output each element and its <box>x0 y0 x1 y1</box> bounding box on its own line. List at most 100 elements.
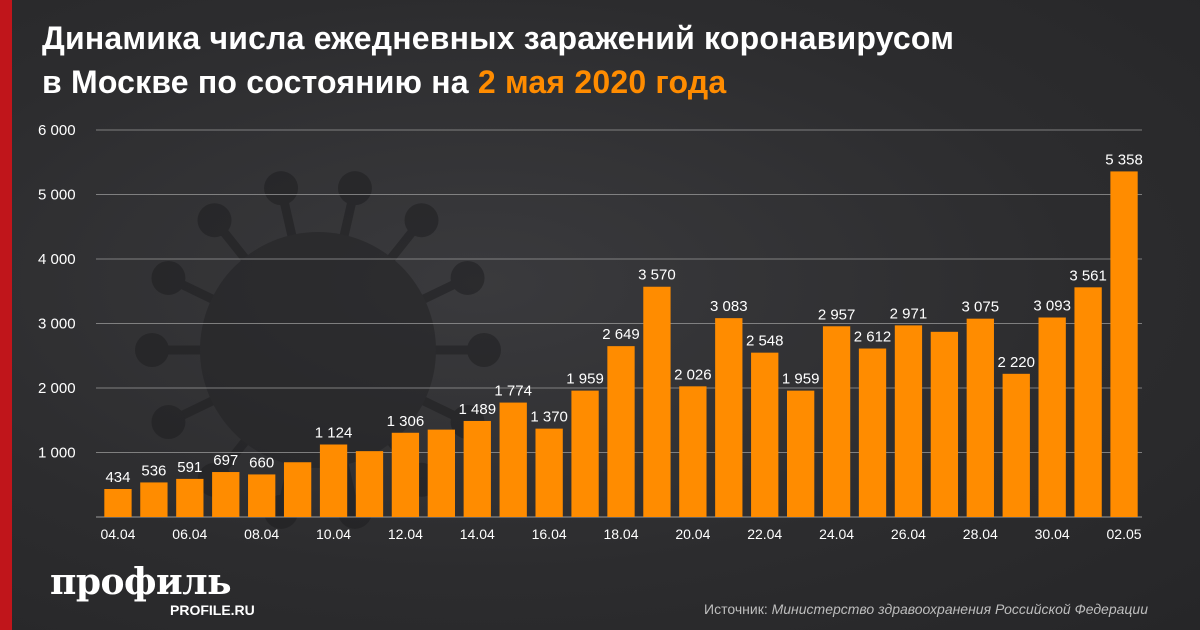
bar <box>212 472 240 517</box>
data-label: 591 <box>177 459 202 476</box>
bar <box>858 348 887 517</box>
data-label: 1 489 <box>459 401 497 418</box>
data-label: 660 <box>249 454 274 471</box>
bar <box>930 331 959 517</box>
title-line-1: Динамика числа ежедневных заражений коро… <box>42 20 955 56</box>
data-label: 1 306 <box>387 413 425 430</box>
virus-spike-head <box>450 260 485 295</box>
data-label: 3 561 <box>1069 267 1107 284</box>
data-label: 536 <box>141 462 166 479</box>
bar <box>535 428 563 517</box>
x-tick-label: 30.04 <box>1035 526 1070 542</box>
page-title: Динамика числа ежедневных заражений коро… <box>42 16 1182 104</box>
virus-body <box>200 232 436 468</box>
accent-side-bar <box>0 0 12 630</box>
x-tick-label: 12.04 <box>388 526 423 542</box>
source-note: Источник: Министерство здравоохранения Р… <box>704 600 1148 618</box>
x-axis: 04.04 06.04 08.04 10.04 12.04 14.04 16.04 18.04… <box>100 526 1141 542</box>
data-label: 2 220 <box>997 354 1035 371</box>
x-tick-label: 14.04 <box>460 526 495 542</box>
virus-spike-head <box>151 260 186 295</box>
data-label: 2 548 <box>746 333 784 350</box>
bar <box>1074 287 1102 517</box>
y-tick-label: 6 000 <box>38 122 76 139</box>
bar <box>140 482 168 517</box>
bar <box>248 474 276 517</box>
bar <box>751 352 779 517</box>
data-label: 2 971 <box>890 305 928 322</box>
x-tick-label: 08.04 <box>244 526 279 542</box>
brand-url: PROFILE.RU <box>170 602 255 618</box>
y-tick-label: 1 000 <box>38 445 76 462</box>
data-label: 5 358 <box>1105 151 1143 168</box>
bar <box>355 451 384 517</box>
bar <box>427 429 455 517</box>
brand-name: профиль <box>50 561 232 603</box>
y-tick-label: 3 000 <box>38 316 76 333</box>
data-label: 1 774 <box>494 383 532 400</box>
data-label: 1 959 <box>782 371 820 388</box>
bar <box>499 402 527 517</box>
virus-spike-head <box>197 203 232 238</box>
title-line-2-prefix: в Москве по состоянию на <box>42 64 478 100</box>
bar <box>319 444 348 517</box>
data-label: 2 612 <box>854 329 892 346</box>
data-label: 2 957 <box>818 306 856 323</box>
bar <box>607 346 635 517</box>
bar <box>787 390 815 517</box>
bar <box>894 325 923 517</box>
bar <box>463 420 491 517</box>
y-tick-label: 5 000 <box>38 187 76 204</box>
virus-spike-head <box>151 405 186 440</box>
x-tick-label: 16.04 <box>532 526 567 542</box>
y-tick-label: 2 000 <box>38 380 76 397</box>
data-label: 3 075 <box>962 299 1000 316</box>
data-label: 1 959 <box>566 371 604 388</box>
virus-spike-head <box>264 171 299 206</box>
bars <box>104 171 1138 517</box>
bar <box>1002 373 1030 517</box>
data-label: 1 370 <box>530 409 568 426</box>
bar <box>643 286 671 517</box>
data-label: 2 649 <box>602 326 640 343</box>
data-label: 2 026 <box>674 366 712 383</box>
data-label: 434 <box>105 469 130 486</box>
title-date-highlight: 2 мая 2020 года <box>477 64 727 100</box>
source-text: Министерство здравоохранения Российской … <box>771 601 1148 617</box>
x-tick-label: 10.04 <box>316 526 351 542</box>
bar <box>1038 317 1066 517</box>
virus-spike-head <box>337 171 372 206</box>
x-tick-label: 24.04 <box>819 526 854 542</box>
bar <box>391 432 420 517</box>
bar <box>176 478 204 517</box>
bar <box>715 318 743 517</box>
x-tick-label: 02.05 <box>1107 526 1142 542</box>
virus-spike-head <box>467 333 501 367</box>
data-label: 3 083 <box>710 298 748 315</box>
bar <box>679 386 707 517</box>
bar <box>1110 171 1138 517</box>
x-tick-label: 22.04 <box>747 526 782 542</box>
x-tick-label: 28.04 <box>963 526 998 542</box>
virus-spike-head <box>404 203 439 238</box>
data-label: 697 <box>213 452 238 469</box>
x-tick-label: 06.04 <box>172 526 207 542</box>
y-axis: 1 000 2 000 3 000 4 000 5 000 6 000 <box>38 122 76 462</box>
x-tick-label: 18.04 <box>603 526 638 542</box>
x-tick-label: 04.04 <box>100 526 135 542</box>
x-tick-label: 26.04 <box>891 526 926 542</box>
data-label: 3 570 <box>638 267 676 284</box>
virus-spike-head <box>135 333 169 367</box>
bar <box>822 326 851 517</box>
bar <box>283 462 312 517</box>
bar <box>966 318 994 517</box>
x-tick-label: 20.04 <box>675 526 710 542</box>
y-tick-label: 4 000 <box>38 251 76 268</box>
brand-logo: профиль PROFILE.RU <box>50 562 280 622</box>
data-label: 3 093 <box>1033 298 1071 315</box>
bar <box>104 489 132 517</box>
source-prefix: Источник: <box>704 601 772 617</box>
